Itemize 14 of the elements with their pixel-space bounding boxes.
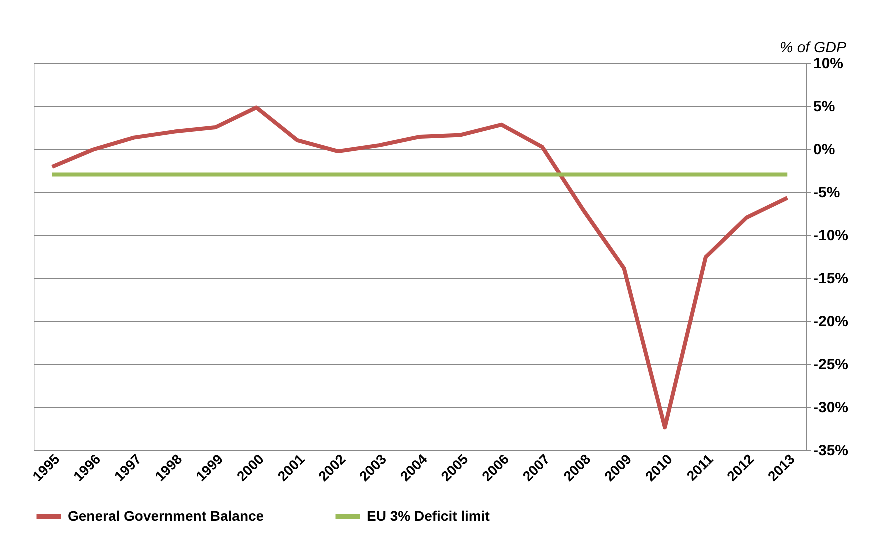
y-tick-label: -20% (814, 314, 849, 330)
legend-label: EU 3% Deficit limit (367, 508, 490, 524)
y-tick-label: -5% (814, 184, 840, 202)
legend-label: General Government Balance (68, 508, 264, 524)
y-tick-label: -15% (814, 270, 849, 288)
y-tick-label: -25% (814, 356, 849, 374)
y-tick-label: 5% (814, 98, 836, 116)
y-tick-label: 10% (814, 56, 844, 72)
y-axis-title: % of GDP (780, 40, 846, 56)
y-tick-label: -30% (814, 400, 849, 416)
y-tick-label: -10% (814, 228, 849, 244)
y-tick-label: -35% (814, 442, 849, 460)
line-series (50, 106, 790, 430)
y-tick-label: 0% (814, 142, 836, 158)
